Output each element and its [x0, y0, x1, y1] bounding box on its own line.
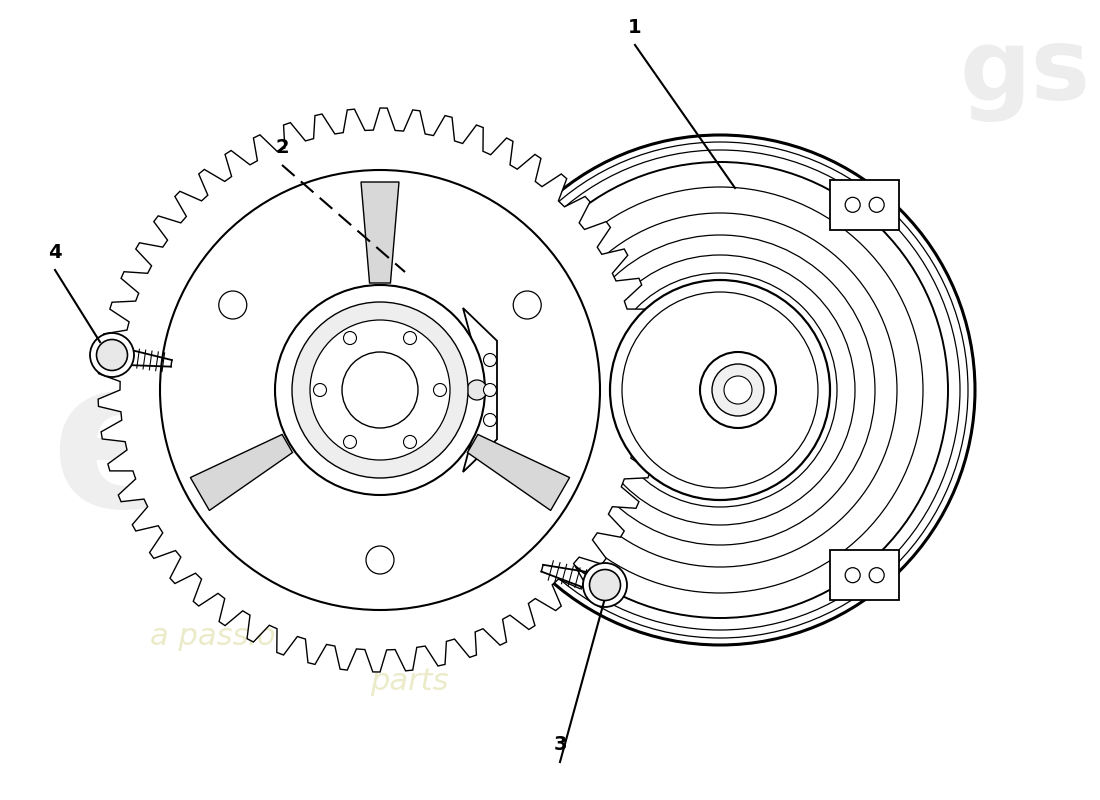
Circle shape: [343, 331, 356, 345]
Circle shape: [583, 563, 627, 607]
Circle shape: [90, 333, 134, 377]
Polygon shape: [190, 434, 293, 510]
FancyBboxPatch shape: [830, 180, 899, 230]
Circle shape: [610, 280, 830, 500]
Circle shape: [484, 354, 496, 366]
Circle shape: [700, 352, 776, 428]
Circle shape: [472, 142, 968, 638]
Text: 3: 3: [553, 735, 566, 754]
Circle shape: [480, 150, 960, 630]
Circle shape: [869, 198, 884, 212]
Circle shape: [404, 331, 417, 345]
Circle shape: [514, 291, 541, 319]
Circle shape: [484, 383, 496, 397]
Circle shape: [585, 255, 855, 525]
Circle shape: [565, 235, 874, 545]
Circle shape: [845, 568, 860, 582]
Polygon shape: [361, 182, 399, 283]
Text: 1: 1: [628, 18, 641, 37]
Circle shape: [543, 213, 896, 567]
Text: 2: 2: [275, 138, 289, 157]
Circle shape: [404, 435, 417, 449]
Circle shape: [845, 198, 860, 212]
Circle shape: [618, 288, 822, 492]
Polygon shape: [463, 308, 497, 472]
Circle shape: [342, 352, 418, 428]
Circle shape: [275, 285, 485, 495]
Circle shape: [310, 320, 450, 460]
Circle shape: [869, 568, 884, 582]
Text: parts: parts: [370, 667, 449, 696]
Circle shape: [219, 291, 246, 319]
Circle shape: [292, 302, 468, 478]
FancyBboxPatch shape: [830, 550, 899, 600]
Circle shape: [343, 435, 356, 449]
Circle shape: [314, 383, 327, 397]
Text: el: el: [50, 350, 260, 550]
Circle shape: [468, 380, 487, 400]
Circle shape: [433, 383, 447, 397]
Circle shape: [603, 273, 837, 507]
Polygon shape: [98, 108, 662, 672]
Circle shape: [366, 546, 394, 574]
Circle shape: [724, 376, 752, 404]
Circle shape: [160, 170, 600, 610]
Circle shape: [621, 292, 818, 488]
Circle shape: [465, 135, 975, 645]
Circle shape: [712, 364, 764, 416]
Text: gs: gs: [960, 25, 1091, 122]
Circle shape: [484, 414, 496, 426]
Polygon shape: [468, 434, 570, 510]
Circle shape: [590, 570, 620, 601]
Circle shape: [517, 187, 923, 593]
Text: 4: 4: [48, 243, 62, 262]
Circle shape: [492, 162, 948, 618]
Circle shape: [97, 339, 128, 370]
Text: a passion for: a passion for: [150, 622, 346, 651]
